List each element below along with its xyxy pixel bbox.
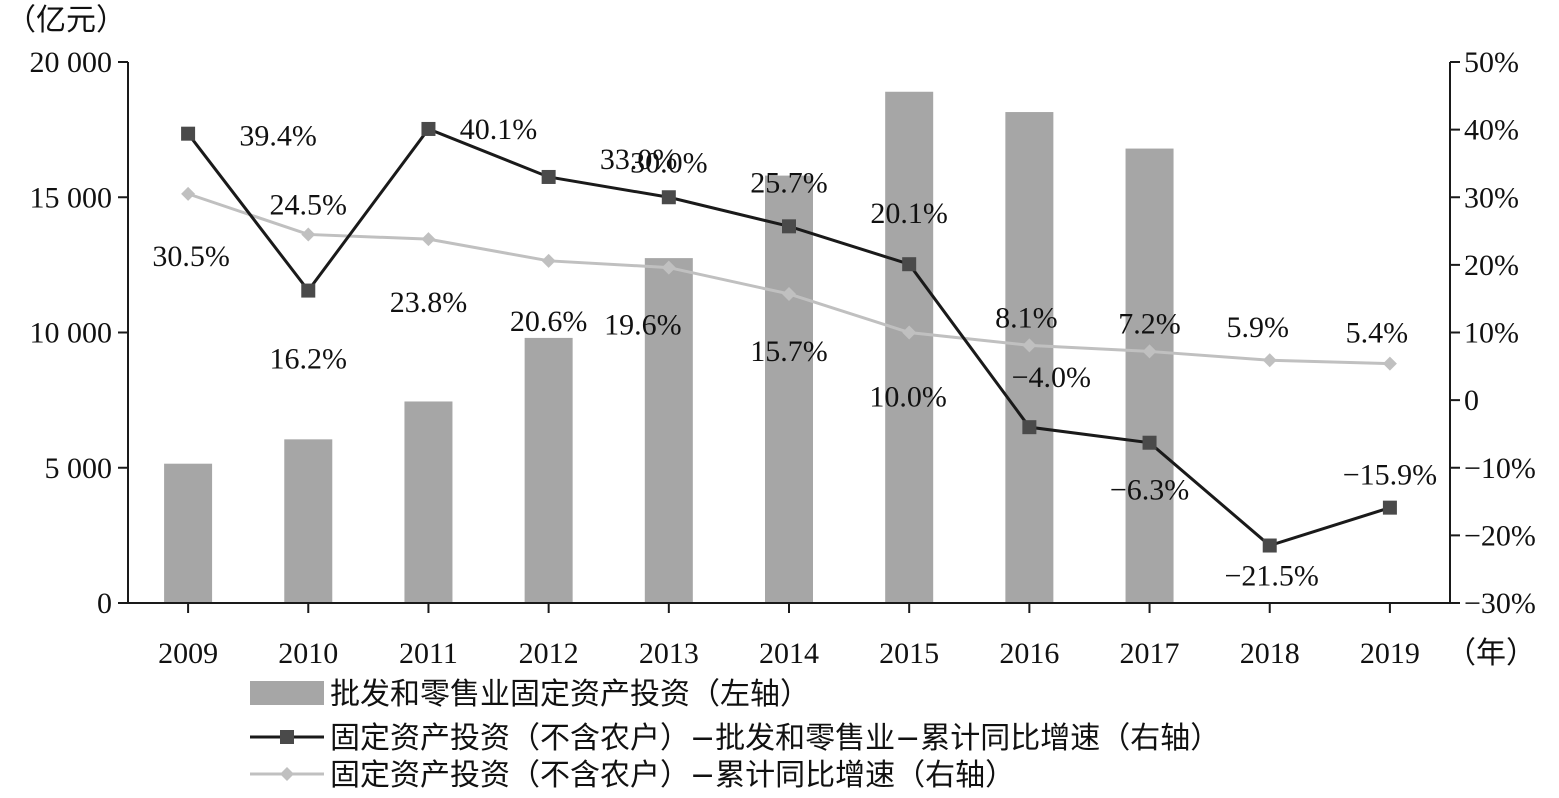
left-tick-label: 5 000 bbox=[45, 452, 113, 485]
wholesale-growth-point bbox=[1262, 538, 1277, 553]
right-tick-label: 20% bbox=[1464, 249, 1519, 282]
wholesale-growth-label: 16.2% bbox=[270, 343, 348, 376]
x-tick-label: 2015 bbox=[879, 637, 939, 670]
wholesale-growth-label: −21.5% bbox=[1225, 560, 1319, 593]
wholesale-growth-point bbox=[1382, 500, 1397, 515]
right-tick-label: −10% bbox=[1464, 452, 1536, 485]
legend-item-wholesale-growth: 固定资产投资（不含农户）−批发和零售业−累计同比增速（右轴） bbox=[250, 721, 1220, 756]
wholesale-growth-label: −15.9% bbox=[1343, 459, 1437, 492]
data-labels-group: 39.4% 16.2% 40.1% 33.0%30.0% 25.7% 20.1% −4.0%… bbox=[152, 113, 1437, 593]
right-tick-label: 40% bbox=[1464, 114, 1519, 147]
legend-label: 固定资产投资（不含农户）−累计同比增速（右轴） bbox=[330, 758, 1015, 793]
right-tick-label: 10% bbox=[1464, 317, 1519, 350]
bar-2009 bbox=[164, 463, 213, 603]
total-growth-point bbox=[421, 232, 436, 247]
x-tick-label: 2013 bbox=[639, 637, 699, 670]
right-tick-label: −20% bbox=[1464, 519, 1536, 552]
wholesale-growth-label: −6.3% bbox=[1110, 474, 1189, 507]
legend: 批发和零售业固定资产投资（左轴） 固定资产投资（不含农户）−批发和零售业−累计同比… bbox=[250, 677, 1220, 793]
line-series-group bbox=[181, 121, 1397, 553]
total-growth-label: 10.0% bbox=[869, 381, 947, 414]
x-tick-label: 2010 bbox=[278, 637, 338, 670]
total-growth-point bbox=[301, 227, 316, 242]
bar-2012 bbox=[524, 337, 573, 603]
wholesale-growth-point bbox=[902, 257, 917, 272]
right-tick-label: 0 bbox=[1464, 384, 1479, 417]
total-growth-label: 23.8% bbox=[390, 286, 468, 319]
total-growth-label: 5.9% bbox=[1226, 311, 1289, 344]
x-axis-unit-label: （年） bbox=[1446, 636, 1536, 671]
total-growth-label: 30.5% bbox=[152, 240, 230, 273]
total-growth-label: 20.6% bbox=[510, 305, 588, 338]
total-growth-label: 8.1% bbox=[995, 301, 1058, 334]
total-growth-point bbox=[1022, 338, 1037, 353]
left-axis-unit-label: （亿元） bbox=[6, 3, 126, 38]
wholesale-growth-point bbox=[541, 169, 556, 184]
legend-item-total-growth: 固定资产投资（不含农户）−累计同比增速（右轴） bbox=[250, 758, 1015, 793]
bar-series-group bbox=[164, 91, 1174, 604]
total-growth-point bbox=[902, 325, 917, 340]
bar-2017 bbox=[1125, 148, 1174, 603]
wholesale-growth-label: 30.0% bbox=[630, 146, 708, 179]
bar-2014 bbox=[765, 175, 813, 604]
legend-marker-diamond bbox=[280, 767, 294, 781]
total-growth-point bbox=[782, 286, 796, 301]
bar-2010 bbox=[284, 439, 333, 603]
total-growth-point bbox=[1262, 353, 1277, 368]
legend-marker-square bbox=[280, 730, 294, 744]
bar-2015 bbox=[885, 91, 934, 603]
x-tick-label: 2012 bbox=[519, 637, 579, 670]
wholesale-growth-point bbox=[782, 219, 796, 234]
bar-2013 bbox=[644, 258, 693, 603]
total-growth-label: 5.4% bbox=[1346, 317, 1409, 350]
total-growth-point bbox=[181, 186, 196, 201]
left-tick-label: 10 000 bbox=[30, 317, 113, 350]
legend-label: 固定资产投资（不含农户）−批发和零售业−累计同比增速（右轴） bbox=[330, 721, 1220, 756]
total-growth-point bbox=[1142, 344, 1157, 359]
right-tick-label: 50% bbox=[1464, 46, 1519, 79]
x-tick-label: 2019 bbox=[1360, 637, 1420, 670]
wholesale-growth-label: 39.4% bbox=[239, 120, 317, 153]
x-tick-label: 2017 bbox=[1120, 637, 1180, 670]
left-tick-label: 0 bbox=[97, 587, 112, 620]
wholesale-growth-label: 33.0% bbox=[600, 143, 678, 176]
wholesale-growth-label: 25.7% bbox=[750, 166, 828, 199]
x-tick-label: 2018 bbox=[1240, 637, 1300, 670]
x-tick-label: 2011 bbox=[399, 637, 458, 670]
x-tick-label: 2014 bbox=[759, 637, 819, 670]
left-tick-label: 20 000 bbox=[30, 46, 113, 79]
wholesale-growth-point bbox=[421, 121, 436, 136]
axes-group: 0 5 000 10 000 15 000 20 000 −30% −20% −10% 0 10%… bbox=[30, 46, 1536, 670]
left-tick-label: 15 000 bbox=[30, 181, 113, 214]
total-growth-point bbox=[661, 260, 676, 275]
legend-label: 批发和零售业固定资产投资（左轴） bbox=[330, 677, 810, 712]
wholesale-growth-point bbox=[181, 126, 196, 141]
wholesale-growth-label: −4.0% bbox=[1012, 361, 1091, 394]
legend-item-fixed-asset-investment: 批发和零售业固定资产投资（左轴） bbox=[250, 677, 810, 712]
total-growth-label: 15.7% bbox=[750, 335, 828, 368]
legend-swatch-bar bbox=[250, 681, 324, 705]
right-tick-label: 30% bbox=[1464, 181, 1519, 214]
x-tick-label: 2009 bbox=[158, 637, 218, 670]
wholesale-growth-label: 40.1% bbox=[460, 113, 538, 146]
bar-2011 bbox=[404, 401, 453, 603]
total-growth-label: 19.6% bbox=[604, 309, 682, 342]
wholesale-growth-point bbox=[661, 190, 676, 205]
wholesale-growth-point bbox=[301, 283, 316, 298]
total-growth-label: 7.2% bbox=[1118, 307, 1181, 340]
total-growth-point bbox=[1382, 356, 1397, 371]
bar-2016 bbox=[1005, 112, 1054, 603]
wholesale-growth-label: 20.1% bbox=[870, 197, 948, 230]
wholesale-growth-point bbox=[1022, 420, 1037, 435]
total-growth-label: 24.5% bbox=[270, 188, 348, 221]
right-tick-label: −30% bbox=[1464, 587, 1536, 620]
wholesale-growth-point bbox=[1142, 435, 1157, 450]
total-growth-point bbox=[541, 253, 556, 268]
x-tick-label: 2016 bbox=[999, 637, 1059, 670]
